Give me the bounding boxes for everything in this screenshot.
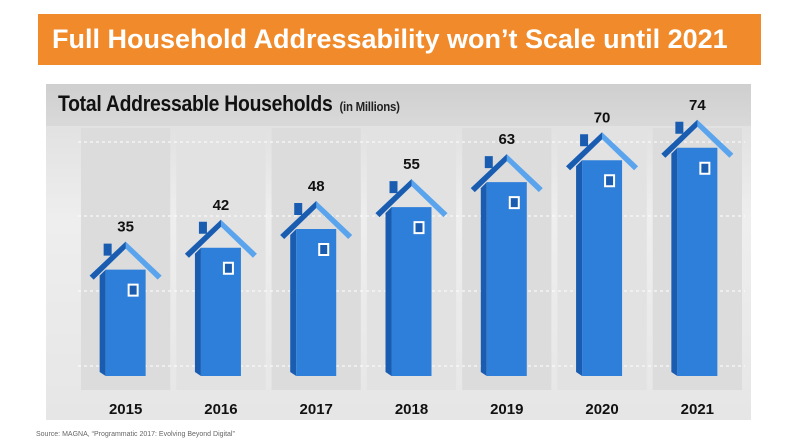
house-roof-shade (280, 201, 317, 239)
data-label: 63 (498, 131, 515, 148)
house-side (99, 269, 106, 376)
page-title: Full Household Addressability won’t Scal… (52, 24, 728, 54)
house-window (129, 285, 137, 295)
house-bar-2021: 74 2021 (661, 97, 734, 418)
chart-header: Total Addressable Households (in Millions… (46, 84, 751, 126)
house-roof-shade (661, 119, 698, 158)
house-roof-shade (566, 132, 603, 171)
title-banner: Full Household Addressability won’t Scal… (38, 14, 761, 65)
house-body (582, 160, 623, 376)
x-tick-label: 2019 (490, 401, 523, 418)
house-chimney (484, 156, 493, 169)
house-side (290, 229, 297, 376)
data-label: 35 (117, 219, 134, 236)
x-tick-label: 2018 (395, 401, 428, 418)
x-tick-label: 2016 (204, 401, 237, 418)
house-chimney (294, 203, 303, 215)
house-bar-2015: 35 2015 (89, 219, 162, 418)
house-side (576, 160, 583, 376)
house-roof-shade (89, 241, 126, 280)
chart-title: Total Addressable Households (in Millions… (58, 91, 400, 117)
house-roof-shade (184, 219, 221, 258)
house-bar-2020: 70 2020 (566, 109, 639, 418)
house-chimney (580, 134, 589, 147)
house-side (671, 147, 678, 376)
house-body (391, 207, 432, 376)
house-window (701, 163, 709, 173)
x-tick-label: 2021 (681, 401, 714, 418)
house-body (105, 269, 146, 376)
house-window (320, 245, 328, 254)
house-window (510, 198, 518, 208)
source-note: Source: MAGNA, “Programmatic 2017: Evolv… (36, 431, 235, 438)
house-window (415, 223, 423, 233)
house-body (486, 182, 527, 376)
data-label: 55 (403, 156, 420, 173)
house-body (677, 147, 718, 376)
x-tick-label: 2020 (585, 401, 618, 418)
house-bar-2018: 55 2018 (375, 156, 448, 418)
house-side (480, 182, 487, 376)
house-window (224, 263, 232, 273)
house-body (296, 229, 337, 376)
data-label: 70 (594, 109, 611, 126)
house-bar-2016: 42 2016 (184, 197, 257, 418)
house-bar-2019: 63 2019 (470, 131, 543, 418)
data-label: 74 (689, 97, 706, 114)
x-tick-label: 2015 (109, 401, 142, 418)
house-roof-shade (470, 154, 507, 193)
house-chimney (389, 181, 398, 194)
x-tick-label: 2017 (300, 401, 333, 418)
house-bar-2017: 48 2017 (280, 178, 353, 418)
chart-unit: (in Millions) (339, 99, 400, 114)
chart-title-text: Total Addressable Households (58, 91, 333, 116)
house-side (385, 207, 392, 376)
house-chimney (198, 221, 207, 234)
house-body (200, 247, 241, 376)
house-side (194, 247, 201, 376)
house-chimney (103, 243, 112, 256)
data-label: 48 (308, 178, 325, 195)
data-label: 42 (213, 197, 230, 214)
house-roof-shade (375, 179, 412, 218)
house-chimney (675, 121, 684, 134)
house-window (606, 176, 614, 186)
